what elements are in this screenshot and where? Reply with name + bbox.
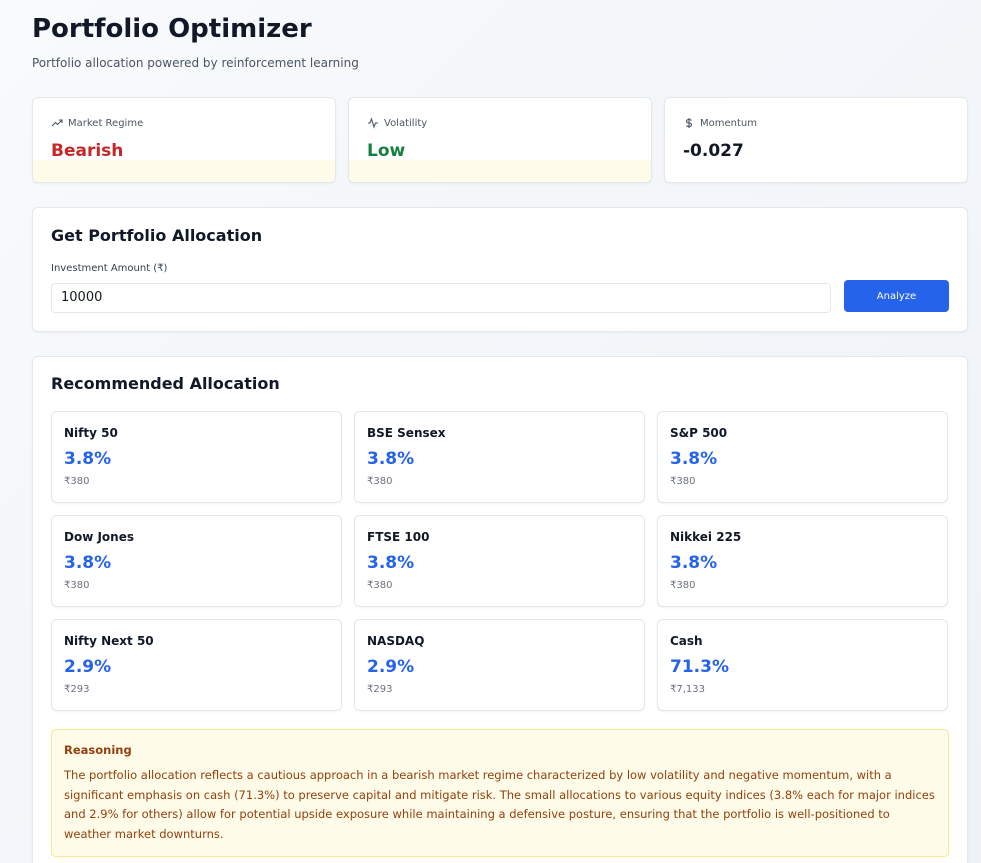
metric-label: Volatility <box>384 117 428 129</box>
reasoning-box: Reasoning The portfolio allocation refle… <box>51 729 949 857</box>
form-card: Get Portfolio Allocation Investment Amou… <box>32 207 968 332</box>
asset-amount: ₹7,133 <box>670 684 705 695</box>
asset-percent: 2.9% <box>367 657 415 677</box>
metric-value: Low <box>367 141 406 161</box>
icon <box>368 117 378 129</box>
asset-amount: ₹380 <box>367 580 393 591</box>
asset-percent: 3.8% <box>670 553 718 573</box>
reasoning-title: Reasoning <box>64 743 132 757</box>
asset-name: BSE Sensex <box>367 426 446 440</box>
metric-card: Volatility Low <box>348 97 652 183</box>
allocation-item: Nikkei 225 3.8% ₹380 <box>657 515 948 607</box>
asset-amount: ₹380 <box>64 476 90 487</box>
allocation-item: BSE Sensex 3.8% ₹380 <box>354 411 645 503</box>
card-title: Get Portfolio Allocation <box>51 226 263 245</box>
icon <box>685 118 693 128</box>
metric-label: Market Regime <box>68 117 144 129</box>
asset-amount: ₹293 <box>64 684 90 695</box>
allocation-item: NASDAQ 2.9% ₹293 <box>354 619 645 711</box>
metric-card: Momentum -0.027 <box>664 97 968 183</box>
metric-card: Market Regime Bearish <box>32 97 336 183</box>
asset-name: Cash <box>670 634 703 648</box>
asset-name: S&P 500 <box>670 426 728 440</box>
allocation-item: S&P 500 3.8% ₹380 <box>657 411 948 503</box>
input-label: Investment Amount (₹) <box>51 263 168 274</box>
subtitle: Portfolio allocation powered by reinforc… <box>32 56 359 70</box>
asset-percent: 3.8% <box>670 449 718 469</box>
asset-name: Nifty 50 <box>64 426 118 440</box>
allocation-item: Nifty 50 3.8% ₹380 <box>51 411 342 503</box>
asset-amount: ₹293 <box>367 684 393 695</box>
allocation-item: Cash 71.3% ₹7,133 <box>657 619 948 711</box>
metric-label: Momentum <box>700 117 757 129</box>
analyze-button[interactable]: Analyze <box>844 280 949 312</box>
asset-name: Dow Jones <box>64 530 135 544</box>
asset-name: Nifty Next 50 <box>64 634 154 648</box>
asset-amount: ₹380 <box>670 580 696 591</box>
strip <box>349 160 651 182</box>
reasoning-text: The portfolio allocation reflects a caut… <box>64 768 935 841</box>
asset-percent: 3.8% <box>64 553 112 573</box>
allocation-item: FTSE 100 3.8% ₹380 <box>354 515 645 607</box>
page-title: Portfolio Optimizer <box>32 14 312 44</box>
asset-percent: 3.8% <box>367 449 415 469</box>
asset-amount: ₹380 <box>367 476 393 487</box>
allocation-item: Dow Jones 3.8% ₹380 <box>51 515 342 607</box>
asset-percent: 2.9% <box>64 657 112 677</box>
asset-amount: ₹380 <box>64 580 90 591</box>
asset-amount: ₹380 <box>670 476 696 487</box>
asset-percent: 71.3% <box>670 657 729 677</box>
asset-percent: 3.8% <box>64 449 112 469</box>
card-title: Recommended Allocation <box>51 374 280 393</box>
allocation-item: Nifty Next 50 2.9% ₹293 <box>51 619 342 711</box>
metric-value: Bearish <box>51 141 124 161</box>
amount-input[interactable]: 10000 <box>51 283 831 313</box>
allocation-card: Recommended Allocation Reasoning The por… <box>32 356 968 863</box>
asset-name: NASDAQ <box>367 634 425 648</box>
strip <box>33 160 335 182</box>
asset-name: FTSE 100 <box>367 530 430 544</box>
metric-value: -0.027 <box>683 141 744 161</box>
asset-percent: 3.8% <box>367 553 415 573</box>
icon <box>51 119 63 127</box>
asset-name: Nikkei 225 <box>670 530 742 544</box>
